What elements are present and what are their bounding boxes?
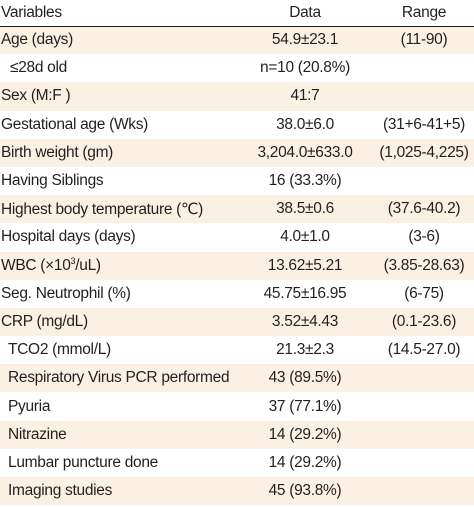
table-row: CRP (mg/dL) 3.52±4.43 (0.1-23.6) — [0, 307, 474, 337]
row-label: Nitrazine — [8, 425, 67, 443]
header-variables: Variables — [0, 0, 236, 27]
row-data: 45 (93.8%) — [268, 482, 342, 500]
table-row: Pyuria 37 (77.1%) — [0, 392, 474, 421]
row-data: 3.52±4.43 — [271, 312, 339, 330]
table-row: Gestational age (Wks) 38.0±6.0 (31+6-41+… — [0, 110, 474, 139]
row-data: 3,204.0±633.0 — [257, 143, 353, 161]
row-data: 4.0±1.0 — [280, 228, 330, 246]
row-label: Hospital days (days) — [1, 228, 136, 246]
row-label: Gestational age (Wks) — [1, 115, 149, 133]
row-label: Having Siblings — [1, 172, 104, 190]
row-range: (6-75) — [404, 284, 444, 302]
wbc-label-exponent: 3 — [70, 255, 76, 266]
row-range: (1,025-4,225) — [379, 143, 469, 161]
row-data: 45.75±16.95 — [263, 284, 347, 302]
table-row: Seg. Neutrophil (%) 45.75±16.95 (6-75) — [0, 279, 474, 308]
table-row: WBC (×103/uL) 13.62±5.21 (3.85-28.63) — [0, 251, 474, 280]
table-row: Lumbar puncture done 14 (29.2%) — [0, 448, 474, 477]
row-label: ≤28d old — [10, 59, 67, 77]
row-data: 13.62±5.21 — [267, 256, 343, 274]
row-range — [374, 421, 474, 449]
row-range — [374, 477, 474, 505]
table-row: TCO2 (mmol/L) 21.3±2.3 (14.5-27.0) — [0, 336, 474, 365]
row-data: 38.0±6.0 — [276, 115, 334, 133]
row-range — [374, 364, 474, 392]
row-data: 38.5±0.6 — [276, 200, 334, 218]
row-label: Birth weight (gm) — [1, 143, 114, 161]
wbc-label-prefix: WBC (×10 — [1, 256, 71, 274]
row-label: Seg. Neutrophil (%) — [1, 284, 131, 302]
table-row: Sex (M:F ) 41:7 — [0, 82, 474, 111]
row-data: n=10 (20.8%) — [260, 59, 350, 77]
row-data: 41:7 — [290, 87, 320, 105]
row-data: 14 (29.2%) — [268, 453, 342, 471]
table-row: Imaging studies 45 (93.8%) — [0, 477, 474, 506]
row-data: 21.3±2.3 — [276, 341, 334, 359]
header-range: Range — [374, 0, 474, 27]
header-row: Variables Data Range — [0, 0, 474, 27]
row-data: 37 (77.1%) — [268, 397, 342, 415]
table-row: Respiratory Virus PCR performed 43 (89.5… — [0, 364, 474, 393]
row-range — [374, 392, 474, 420]
table-row: Nitrazine 14 (29.2%) — [0, 420, 474, 449]
table-row: ≤28d old n=10 (20.8%) — [0, 54, 474, 83]
row-data: 43 (89.5%) — [268, 369, 342, 387]
row-range — [374, 82, 474, 110]
header-data: Data — [236, 0, 374, 27]
table-row: Birth weight (gm) 3,204.0±633.0 (1,025-4… — [0, 138, 474, 167]
row-range — [374, 449, 474, 477]
row-label: Lumbar puncture done — [8, 453, 158, 471]
row-label: Pyuria — [8, 397, 51, 415]
row-label: CRP (mg/dL) — [1, 312, 88, 330]
row-range: (3.85-28.63) — [383, 256, 465, 274]
row-range: (37.6-40.2) — [387, 200, 461, 218]
row-label: Imaging studies — [8, 482, 113, 500]
table-row: Hospital days (days) 4.0±1.0 (3-6) — [0, 223, 474, 252]
row-range: (3-6) — [408, 228, 440, 246]
row-range — [374, 167, 474, 195]
row-range: (14.5-27.0) — [387, 341, 461, 359]
row-data: 14 (29.2%) — [268, 425, 342, 443]
row-label: TCO2 (mmol/L) — [8, 341, 111, 359]
row-label: Sex (M:F ) — [1, 87, 71, 105]
wbc-label-suffix: /uL) — [75, 256, 101, 274]
row-label: WBC (×103/uL) — [0, 252, 236, 280]
table-row: Age (days) 54.9±23.1 (11-90) — [0, 26, 474, 55]
row-data: 16 (33.3%) — [268, 172, 342, 190]
row-label: Highest body temperature (℃) — [1, 200, 203, 218]
table-row: Having Siblings 16 (33.3%) — [0, 166, 474, 196]
row-data: 54.9±23.1 — [271, 31, 339, 49]
row-range: (0.1-23.6) — [391, 312, 457, 330]
row-label: Age (days) — [1, 31, 73, 49]
row-range: (11-90) — [400, 31, 448, 49]
row-range — [374, 54, 474, 82]
row-range: (31+6-41+5) — [382, 115, 465, 133]
table-row: Highest body temperature (℃) 38.5±0.6 (3… — [0, 195, 474, 224]
row-label: Respiratory Virus PCR performed — [8, 369, 230, 387]
